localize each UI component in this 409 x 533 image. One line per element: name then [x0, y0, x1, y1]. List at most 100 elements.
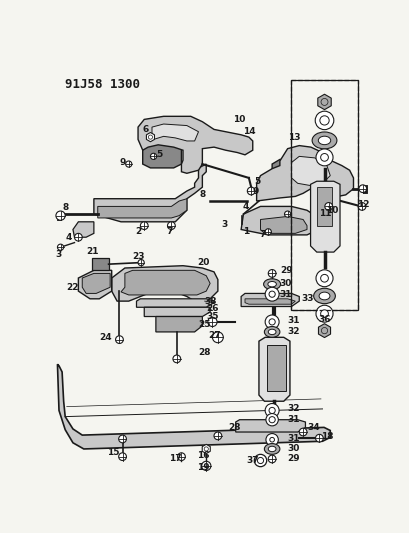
Ellipse shape	[311, 132, 336, 149]
Polygon shape	[317, 94, 330, 110]
Text: 38: 38	[204, 297, 217, 305]
Circle shape	[265, 315, 279, 329]
Circle shape	[320, 154, 328, 161]
Text: 31: 31	[287, 316, 299, 325]
Text: 32: 32	[287, 405, 299, 414]
Ellipse shape	[313, 288, 335, 304]
Polygon shape	[272, 159, 302, 187]
Circle shape	[138, 260, 144, 265]
Text: 29: 29	[287, 455, 299, 464]
Polygon shape	[57, 364, 329, 449]
Text: 27: 27	[207, 330, 220, 340]
Circle shape	[265, 403, 279, 417]
Text: 31: 31	[287, 434, 299, 443]
Text: 91J58 1300: 91J58 1300	[65, 78, 140, 91]
Polygon shape	[291, 156, 329, 185]
Circle shape	[268, 407, 274, 414]
Text: 20: 20	[196, 258, 209, 267]
Text: 30: 30	[287, 445, 299, 454]
Text: 7: 7	[166, 227, 172, 236]
Circle shape	[150, 154, 156, 159]
Polygon shape	[202, 445, 210, 454]
Polygon shape	[240, 294, 299, 306]
Circle shape	[321, 327, 327, 334]
Circle shape	[299, 428, 306, 436]
Text: 8: 8	[62, 203, 68, 212]
Ellipse shape	[318, 292, 329, 300]
Circle shape	[320, 310, 328, 318]
Circle shape	[177, 453, 185, 461]
Circle shape	[268, 417, 274, 423]
Polygon shape	[78, 270, 111, 299]
Circle shape	[357, 203, 365, 210]
Circle shape	[140, 222, 148, 230]
Circle shape	[315, 434, 322, 442]
Polygon shape	[245, 299, 294, 304]
Text: 31: 31	[287, 415, 299, 424]
Text: 28: 28	[227, 423, 240, 432]
Polygon shape	[82, 273, 110, 294]
Polygon shape	[94, 164, 206, 222]
Text: 23: 23	[132, 252, 145, 261]
Text: 11: 11	[318, 209, 330, 218]
Text: 13: 13	[287, 133, 299, 142]
Circle shape	[284, 211, 290, 217]
Circle shape	[201, 461, 210, 471]
Text: 37: 37	[246, 456, 258, 465]
Text: 5: 5	[254, 176, 260, 185]
Text: 4: 4	[65, 233, 72, 241]
Polygon shape	[152, 124, 198, 141]
Text: 22: 22	[67, 283, 79, 292]
Circle shape	[265, 229, 271, 235]
Polygon shape	[235, 419, 305, 432]
Bar	[316, 188, 331, 226]
Polygon shape	[318, 324, 330, 337]
Text: 17: 17	[169, 454, 181, 463]
Circle shape	[115, 336, 123, 343]
Circle shape	[324, 203, 332, 210]
Text: 1: 1	[243, 227, 249, 236]
Circle shape	[56, 211, 65, 220]
Text: 2: 2	[135, 227, 141, 236]
Circle shape	[268, 319, 274, 325]
Circle shape	[207, 317, 217, 327]
Circle shape	[173, 355, 180, 363]
Circle shape	[358, 185, 366, 192]
Circle shape	[247, 187, 254, 195]
Circle shape	[148, 135, 152, 139]
Circle shape	[315, 149, 332, 166]
Polygon shape	[258, 337, 289, 401]
Text: 21: 21	[86, 247, 99, 256]
Polygon shape	[73, 222, 94, 237]
Text: 19: 19	[196, 463, 209, 472]
Text: 5: 5	[156, 150, 162, 159]
Text: 31: 31	[279, 290, 292, 300]
Circle shape	[265, 414, 278, 426]
Text: 33: 33	[301, 294, 313, 303]
Circle shape	[254, 454, 266, 467]
Circle shape	[118, 435, 126, 443]
Text: 12: 12	[357, 200, 369, 209]
Polygon shape	[138, 116, 252, 173]
Text: 3: 3	[221, 220, 227, 229]
Circle shape	[204, 447, 208, 451]
Polygon shape	[240, 206, 318, 235]
Circle shape	[319, 116, 328, 125]
Circle shape	[268, 291, 274, 297]
Circle shape	[265, 287, 279, 301]
Text: 29: 29	[279, 266, 292, 275]
Circle shape	[267, 270, 275, 277]
Text: 9: 9	[119, 158, 126, 167]
Circle shape	[265, 433, 278, 446]
Text: 10: 10	[233, 115, 245, 124]
Text: 16: 16	[196, 450, 209, 459]
Circle shape	[320, 99, 327, 106]
Text: 30: 30	[279, 279, 292, 288]
Circle shape	[315, 111, 333, 130]
Text: 6: 6	[142, 125, 148, 134]
Polygon shape	[260, 216, 306, 233]
Text: 28: 28	[198, 348, 211, 357]
Polygon shape	[144, 308, 210, 317]
Ellipse shape	[267, 281, 276, 287]
Polygon shape	[111, 265, 217, 303]
